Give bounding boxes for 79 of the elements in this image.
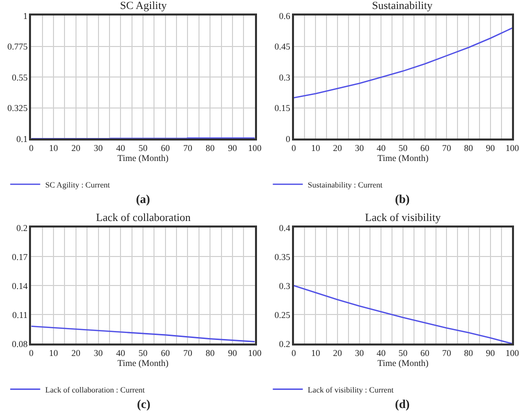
- chart-title: Lack of visibility: [365, 212, 442, 224]
- x-tick-label: 10: [49, 143, 59, 154]
- y-tick-label: 0.3: [279, 72, 291, 82]
- line-series: [31, 326, 255, 342]
- y-tick-label: 0.4: [279, 222, 291, 233]
- x-tick-label: 70: [183, 348, 193, 358]
- legend-label: Lack of collaboration : Current: [45, 385, 146, 394]
- x-axis-title: Time (Month): [378, 153, 428, 164]
- y-tick-label: 0.2: [279, 338, 290, 349]
- y-tick-label: 0.325: [7, 103, 28, 114]
- text: (b): [395, 192, 410, 206]
- legend-label: Sustainability : Current: [308, 180, 384, 190]
- x-tick-label: 80: [464, 348, 474, 358]
- x-tick-label: 100: [248, 143, 262, 154]
- chart-title: Sustainability: [372, 0, 433, 12]
- text: (a): [136, 192, 150, 206]
- x-tick-label: 80: [206, 143, 216, 154]
- x-tick-label: 60: [160, 143, 170, 154]
- x-tick-label: 60: [420, 143, 430, 154]
- x-tick-label: 20: [332, 143, 342, 154]
- x-tick-label: 30: [354, 143, 364, 154]
- x-axis-title: Time (Month): [378, 358, 428, 368]
- x-tick-label: 30: [94, 348, 104, 358]
- x-tick-label: 50: [398, 143, 408, 154]
- x-tick-label: 30: [94, 143, 104, 154]
- y-tick-label: 0.35: [274, 252, 291, 262]
- x-tick-label: 50: [138, 348, 148, 358]
- y-tick-label: 1: [23, 10, 28, 21]
- x-tick-label: 40: [116, 143, 126, 154]
- x-tick-label: 20: [71, 348, 81, 358]
- x-tick-label: 90: [228, 348, 238, 358]
- x-tick-label: 10: [311, 143, 321, 154]
- x-tick-label: 100: [505, 143, 520, 154]
- x-tick-label: 40: [376, 348, 386, 358]
- x-axis-title: Time (Month): [118, 358, 168, 368]
- text: (d): [395, 397, 410, 411]
- y-tick-label: 0.15: [274, 103, 291, 114]
- y-tick-label: 0: [286, 134, 291, 144]
- x-tick-label: 50: [138, 143, 148, 154]
- y-tick-label: 0.14: [12, 280, 28, 291]
- x-tick-label: 60: [160, 348, 170, 358]
- x-tick-label: 30: [354, 348, 364, 358]
- y-tick-label: 0.11: [12, 310, 28, 320]
- x-tick-label: 10: [49, 348, 59, 358]
- x-tick-label: 60: [420, 348, 430, 358]
- x-tick-label: 50: [398, 348, 408, 358]
- y-tick-label: 0.45: [274, 42, 291, 52]
- x-tick-label: 10: [311, 348, 321, 358]
- y-tick-label: 0.775: [7, 42, 28, 52]
- y-tick-label: 0.17: [12, 252, 28, 262]
- x-tick-label: 70: [442, 143, 452, 154]
- y-tick-label: 0.3: [279, 280, 291, 291]
- y-tick-label: 0.6: [279, 10, 291, 21]
- x-axis-title: Time (Month): [118, 153, 168, 164]
- chart-title: SC Agility: [120, 0, 168, 12]
- line-series: [294, 285, 512, 344]
- y-tick-label: 0.55: [12, 72, 28, 82]
- x-tick-label: 70: [442, 348, 452, 358]
- x-tick-label: 100: [248, 348, 262, 358]
- x-tick-label: 20: [71, 143, 81, 154]
- x-tick-label: 20: [332, 348, 342, 358]
- line-series: [294, 27, 512, 98]
- chart-title: Lack of collaboration: [96, 212, 192, 224]
- legend-label: SC Agility : Current: [45, 180, 111, 190]
- x-tick-label: 90: [486, 143, 496, 154]
- y-tick-label: 0.2: [16, 222, 28, 233]
- x-tick-label: 100: [505, 348, 520, 358]
- legend-label: Lack of visibility : Current: [308, 385, 394, 394]
- y-tick-label: 0.25: [274, 310, 291, 320]
- x-tick-label: 80: [206, 348, 216, 358]
- x-tick-label: 80: [464, 143, 474, 154]
- x-tick-label: 40: [376, 143, 386, 154]
- text: (c): [137, 397, 150, 411]
- x-tick-label: 40: [116, 348, 126, 358]
- x-tick-label: 70: [183, 143, 193, 154]
- y-tick-label: 0.08: [12, 338, 28, 349]
- y-tick-label: 0.1: [16, 134, 28, 144]
- x-tick-label: 90: [486, 348, 496, 358]
- x-tick-label: 90: [228, 143, 238, 154]
